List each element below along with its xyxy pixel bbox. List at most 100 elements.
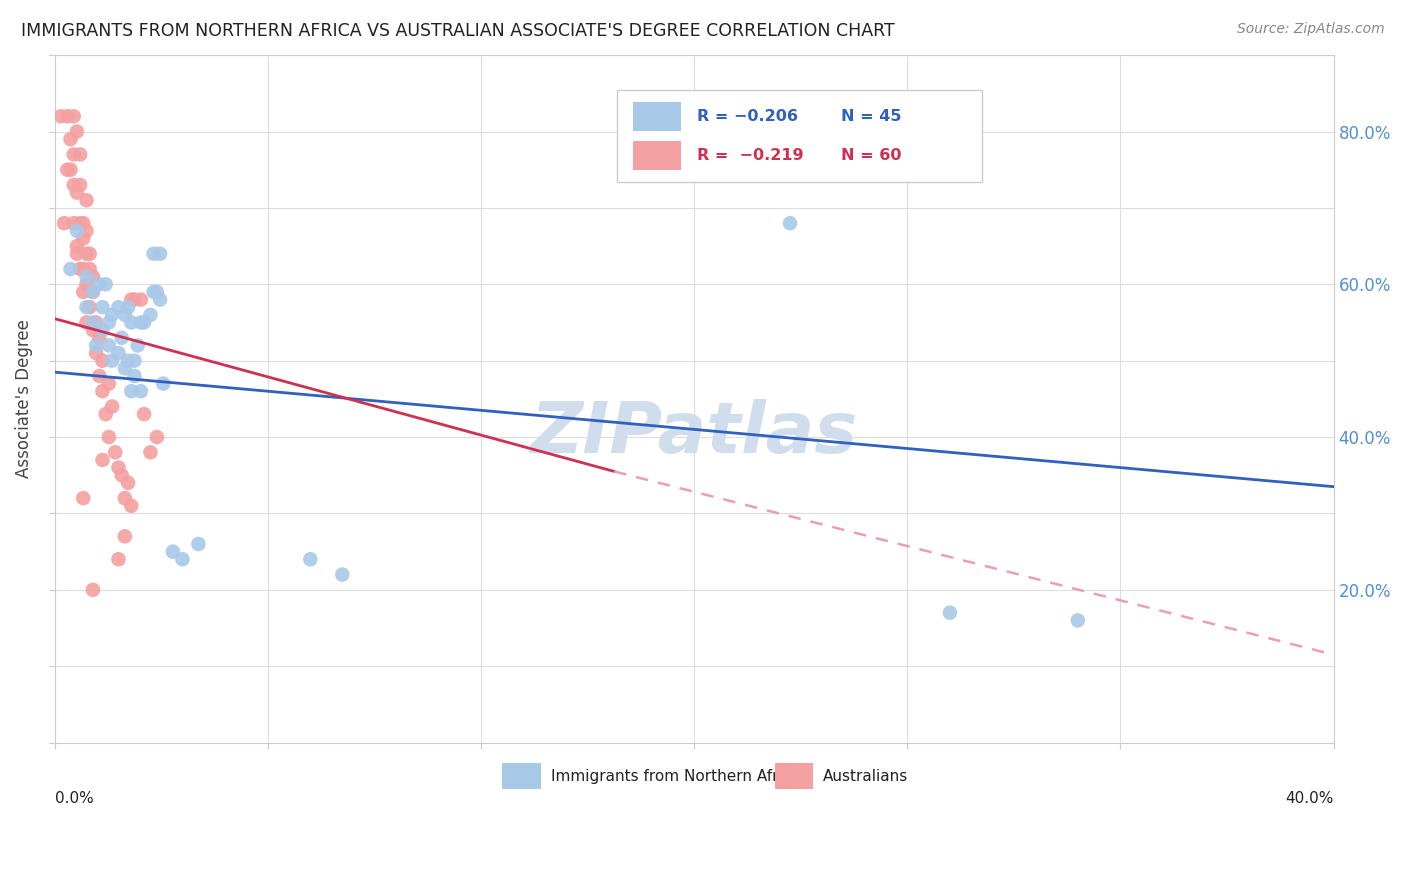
Point [1067,613,1090,627]
Point [114,491,136,505]
Point [84,346,107,360]
Point [117,475,139,490]
Point [149,246,172,260]
Point [939,606,962,620]
Text: Immigrants from Northern Africa: Immigrants from Northern Africa [551,770,800,784]
Point [62,109,84,123]
Point [117,300,139,314]
Point [152,376,174,391]
Point [76,316,98,330]
Point [139,308,162,322]
Point [97,376,120,391]
Point [72,216,94,230]
Point [124,368,146,383]
Point [129,384,152,399]
Point [94,407,117,421]
Point [79,262,101,277]
Point [82,285,104,299]
Point [330,567,353,582]
Point [66,186,89,200]
Point [82,269,104,284]
Point [69,178,91,192]
Point [76,300,98,314]
Text: 0.0%: 0.0% [55,790,93,805]
Point [120,293,142,307]
Text: R = −0.206: R = −0.206 [696,109,797,124]
Point [62,178,84,192]
Point [132,316,155,330]
Point [53,216,76,230]
Point [91,384,114,399]
Point [124,353,146,368]
Text: 40.0%: 40.0% [1285,790,1334,805]
Point [187,537,209,551]
Point [76,194,98,208]
Point [91,323,114,337]
Point [89,368,111,383]
Point [69,262,91,277]
Point [101,353,124,368]
Point [49,109,72,123]
Point [107,300,129,314]
Point [139,445,162,459]
Point [129,293,152,307]
Point [56,162,79,177]
Point [91,300,114,314]
Point [111,331,134,345]
Point [66,124,89,138]
FancyBboxPatch shape [617,89,981,182]
Point [72,262,94,277]
Point [66,239,89,253]
FancyBboxPatch shape [633,141,682,170]
Point [59,262,82,277]
Point [84,316,107,330]
Point [97,338,120,352]
Point [97,316,120,330]
Text: Source: ZipAtlas.com: Source: ZipAtlas.com [1237,22,1385,37]
Point [120,384,142,399]
Point [72,231,94,245]
Point [114,361,136,376]
Point [79,300,101,314]
Point [82,316,104,330]
Point [91,453,114,467]
Point [76,246,98,260]
Point [66,224,89,238]
Point [149,293,172,307]
Point [142,246,165,260]
Point [56,109,79,123]
Point [107,460,129,475]
Point [89,277,111,292]
Text: IMMIGRANTS FROM NORTHERN AFRICA VS AUSTRALIAN ASSOCIATE'S DEGREE CORRELATION CHA: IMMIGRANTS FROM NORTHERN AFRICA VS AUSTR… [21,22,894,40]
Point [129,316,152,330]
Point [62,216,84,230]
Text: N = 45: N = 45 [841,109,901,124]
Text: ZIPatlas: ZIPatlas [530,399,858,467]
Point [82,323,104,337]
Point [162,544,184,558]
Point [72,285,94,299]
Point [89,331,111,345]
FancyBboxPatch shape [502,764,540,789]
Point [62,147,84,161]
Point [66,246,89,260]
Point [172,552,194,566]
FancyBboxPatch shape [775,764,813,789]
Point [120,316,142,330]
Point [107,552,129,566]
Text: R =  −0.219: R = −0.219 [696,148,803,163]
Point [101,400,124,414]
FancyBboxPatch shape [633,102,682,131]
Point [107,346,129,360]
Point [124,293,146,307]
Point [59,132,82,146]
Point [127,338,149,352]
Point [111,468,134,483]
Point [299,552,322,566]
Point [69,147,91,161]
Point [69,216,91,230]
Point [114,308,136,322]
Point [79,246,101,260]
Point [97,430,120,444]
Point [101,308,124,322]
